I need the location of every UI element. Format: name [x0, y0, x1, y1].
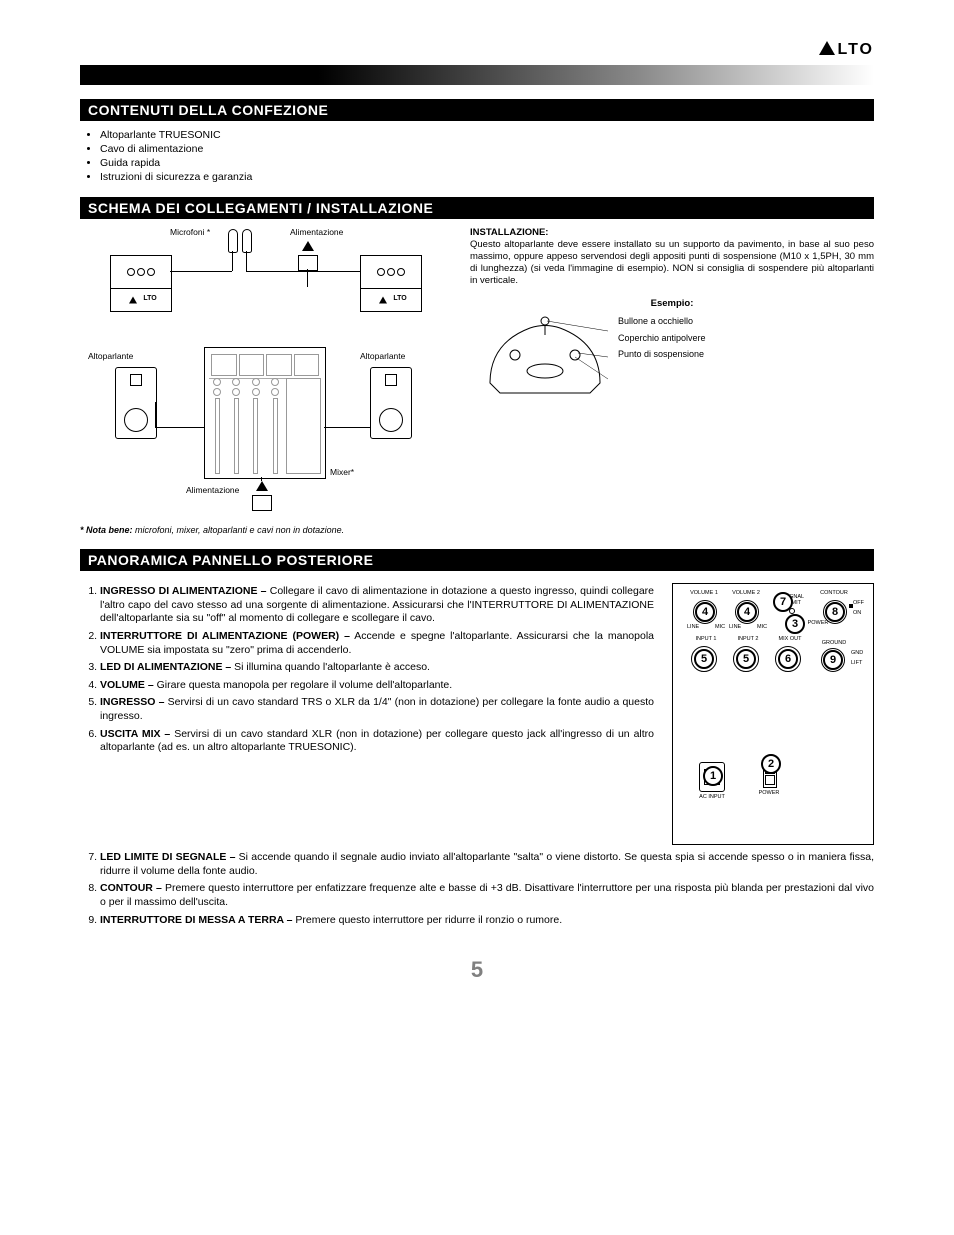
label-line: LINE: [687, 624, 699, 630]
example-labels: Bullone a occhiello Coperchio antipolver…: [618, 313, 706, 362]
mic-icon: [228, 229, 238, 253]
label-ground: GROUND: [819, 640, 849, 646]
xlr-icon: 6: [775, 646, 801, 672]
label-suspension: Punto di sospensione: [618, 346, 706, 362]
label-power: POWER: [755, 790, 783, 796]
install-text: INSTALLAZIONE: Questo altoparlante deve …: [470, 227, 874, 286]
wire: [155, 402, 156, 428]
label-line: LINE: [729, 624, 741, 630]
knob-icon: 4: [735, 600, 759, 624]
footnote-body: microfoni, mixer, altoparlanti e cavi no…: [133, 525, 345, 535]
list-item: INGRESSO – Servirsi di un cavo standard …: [100, 696, 654, 723]
label-dustcap: Coperchio antipolvere: [618, 330, 706, 346]
switch-icon: 8: [823, 600, 847, 624]
psu-icon: [298, 255, 318, 271]
knob-icon: 4: [693, 600, 717, 624]
label-eyebolt: Bullone a occhiello: [618, 313, 706, 329]
label-lift: LIFT: [851, 660, 862, 666]
list-item: INTERRUTTORE DI ALIMENTAZIONE (POWER) – …: [100, 630, 654, 657]
section-contents-heading: CONTENUTI DELLA CONFEZIONE: [80, 99, 874, 121]
label-microfoni: Microfoni *: [170, 227, 210, 237]
label-alimentazione-bot: Alimentazione: [186, 485, 239, 495]
panel-item-list-cont: LED LIMITE DI SEGNALE – Si accende quand…: [80, 851, 874, 927]
mixer-icon: [204, 347, 326, 479]
label-mic: MIC: [715, 624, 725, 630]
label-on: ON: [853, 610, 861, 616]
switch-icon: 9: [821, 648, 845, 672]
rear-mini-right: [360, 255, 422, 289]
callout-1: 1: [703, 766, 723, 786]
wire: [246, 271, 360, 272]
label-mic: MIC: [757, 624, 767, 630]
list-item: Cavo di alimentazione: [100, 143, 874, 155]
rear-mini-left-2: LTO: [110, 287, 172, 312]
example-heading: Esempio:: [470, 298, 874, 309]
brand-logo: LTO: [819, 40, 874, 59]
speaker-top-diagram: [480, 313, 610, 403]
wire: [170, 271, 232, 272]
list-item: Istruzioni di sicurezza e garanzia: [100, 171, 874, 183]
list-item: LED DI ALIMENTAZIONE – Si illumina quand…: [100, 661, 654, 675]
list-item: LED LIMITE DI SEGNALE – Si accende quand…: [100, 851, 874, 878]
panel-item-list: INGRESSO DI ALIMENTAZIONE – Collegare il…: [80, 585, 654, 755]
list-item: Altoparlante TRUESONIC: [100, 129, 874, 141]
xlr-icon: 5: [691, 646, 717, 672]
wire: [155, 427, 204, 428]
footnote-lead: * Nota bene:: [80, 525, 133, 535]
install-body: Questo altoparlante deve essere installa…: [470, 239, 874, 286]
label-input1: INPUT 1: [693, 636, 719, 642]
wire: [370, 402, 371, 428]
label-acinput: AC INPUT: [695, 794, 729, 800]
label-input2: INPUT 2: [735, 636, 761, 642]
label-altoparlante-l: Altoparlante: [88, 351, 133, 361]
label-contour: CONTOUR: [819, 590, 849, 596]
list-item: VOLUME – Girare questa manopola per rego…: [100, 679, 654, 693]
switch-dot: [849, 604, 853, 608]
warning-icon: [302, 241, 314, 251]
connection-diagram: Microfoni * Alimentazione LTO: [80, 227, 450, 517]
label-volume2: VOLUME 2: [731, 590, 761, 596]
wire: [307, 269, 308, 287]
section-schema-heading: SCHEMA DEI COLLEGAMENTI / INSTALLAZIONE: [80, 197, 874, 219]
callout-3: 3: [785, 614, 805, 634]
label-alimentazione-top: Alimentazione: [290, 227, 343, 237]
contents-list: Altoparlante TRUESONIC Cavo di alimentaz…: [100, 129, 874, 183]
callout-7: 7: [773, 592, 793, 612]
page-number: 5: [80, 957, 874, 983]
install-heading: INSTALLAZIONE:: [470, 227, 548, 238]
list-item: INTERRUTTORE DI MESSA A TERRA – Premere …: [100, 914, 874, 928]
logo-text: LTO: [837, 41, 874, 59]
rear-mini-left: [110, 255, 172, 289]
wire: [246, 251, 247, 271]
label-off: OFF: [853, 600, 864, 606]
footnote: * Nota bene: microfoni, mixer, altoparla…: [80, 525, 874, 535]
wire: [324, 427, 370, 428]
rear-panel-diagram: VOLUME 1 VOLUME 2 SIGNAL LIMIT CONTOUR O…: [672, 583, 874, 845]
header-gradient-bar: [80, 65, 874, 85]
label-altoparlante-r: Altoparlante: [360, 351, 405, 361]
label-volume1: VOLUME 1: [689, 590, 719, 596]
label-gnd: GND: [851, 650, 863, 656]
list-item: CONTOUR – Premere questo interruttore pe…: [100, 882, 874, 909]
xlr-icon: 5: [733, 646, 759, 672]
wire: [261, 477, 262, 481]
label-mixout: MIX OUT: [777, 636, 803, 642]
list-item: USCITA MIX – Servirsi di un cavo standar…: [100, 728, 654, 755]
rear-mini-right-2: LTO: [360, 287, 422, 312]
list-item: INGRESSO DI ALIMENTAZIONE – Collegare il…: [100, 585, 654, 626]
callout-2: 2: [761, 754, 781, 774]
label-mixer: Mixer*: [330, 467, 354, 477]
speaker-icon: [115, 367, 157, 439]
section-panel-heading: PANORAMICA PANNELLO POSTERIORE: [80, 549, 874, 571]
warning-icon: [256, 481, 268, 491]
mic-icon: [242, 229, 252, 253]
psu-icon: [252, 495, 272, 511]
list-item: Guida rapida: [100, 157, 874, 169]
wire: [232, 251, 233, 271]
speaker-icon: [370, 367, 412, 439]
